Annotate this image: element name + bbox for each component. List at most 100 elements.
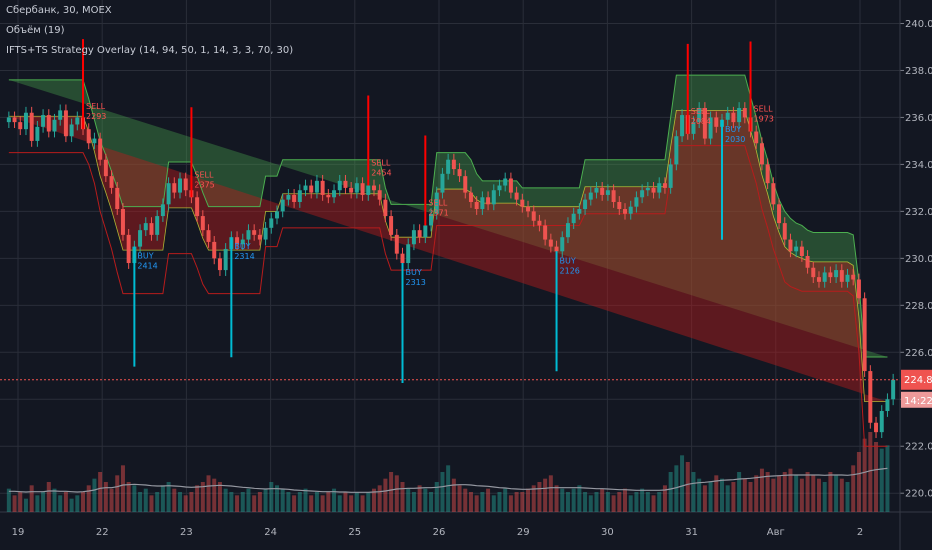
volume-bar [12,495,17,512]
candle-body [868,371,873,423]
volume-bar [617,492,622,512]
volume-bar [143,488,148,512]
candle-body [668,164,673,188]
candle-body [697,108,702,123]
candle-body [417,230,422,238]
buy-value: 2414 [137,262,157,271]
volume-bar [782,472,787,512]
candle-body [217,258,222,271]
legend-symbol[interactable]: Сбербанк, 30, MOEX [6,5,112,16]
candle-body [195,197,200,217]
volume-bar [851,465,856,512]
volume-bar [434,482,439,512]
candle-body [856,279,861,299]
legend-strategy[interactable]: IFTS+TS Strategy Overlay (14, 94, 50, 1,… [6,45,294,56]
volume-bar [537,482,542,512]
candle-body [480,197,485,210]
legend-volume[interactable]: Объём (19) [6,25,65,36]
candle-body [771,183,776,205]
candle-body [805,256,810,268]
volume-bar [92,478,97,512]
sell-value: 2454 [371,169,391,178]
candle-body [457,169,462,177]
candle-body [286,194,291,200]
volume-bar [189,492,194,512]
volume-bar [389,472,394,512]
last-price-badge [901,369,932,390]
x-tick-label: 2 [857,527,863,538]
last-price-label: 224.83 [904,375,932,386]
candle-body [702,108,707,139]
volume-bar [885,445,890,512]
volume-bar [52,488,57,512]
candle-body [257,234,262,240]
volume-bar [571,488,576,512]
candle-body [303,185,308,191]
volume-bar [29,485,34,512]
volume-bar [35,495,40,512]
candle-body [600,187,605,195]
volume-bar [628,495,633,512]
volume-bar [503,488,508,512]
volume-bar [868,432,873,512]
x-tick-label: 31 [685,527,698,538]
candle-body [354,183,359,193]
volume-bar [354,492,359,512]
volume-bar [297,492,302,512]
volume-bar [383,478,388,512]
candle-body [126,234,131,264]
buy-value: 2126 [560,266,580,275]
volume-bar [526,488,531,512]
candle-body [406,244,411,264]
candle-body [731,112,736,123]
candle-body [240,239,245,245]
volume-bar [360,495,365,512]
candle-body [594,187,599,193]
candle-body [143,223,148,231]
candle-body [377,190,382,200]
buy-value: 2030 [725,135,745,144]
candle-body [565,223,570,238]
volume-bar [120,465,125,512]
candle-body [235,237,240,245]
volume-bar [58,495,63,512]
candle-body [862,298,867,372]
volume-bar [645,492,650,512]
volume-bar [309,495,314,512]
x-tick-label: 25 [348,527,361,538]
candle-body [269,218,274,228]
candle-body [794,246,799,252]
volume-bar [75,495,80,512]
volume-bar [491,495,496,512]
y-tick-label: 234.00 [905,160,932,171]
buy-label: BUY [137,252,153,261]
volume-bar [246,488,251,512]
volume-bar [18,492,23,512]
volume-bar [839,478,844,512]
volume-bar [685,462,690,512]
volume-bar [429,492,434,512]
volume-bar [81,492,86,512]
volume-bar [828,472,833,512]
candle-body [86,129,91,144]
volume-bar [657,492,662,512]
volume-bar [366,492,371,512]
candle-body [389,216,394,235]
volume-bar [195,485,200,512]
volume-bar [235,495,240,512]
volume-bar [845,482,850,512]
volume-ma-line [8,467,888,493]
volume-bar [349,495,354,512]
candle-body [560,237,565,252]
volume-bar [531,485,536,512]
candle-body [383,199,388,217]
candle-body [446,159,451,174]
candle-body [149,223,154,235]
volume-bar [41,492,46,512]
lower-band-line [8,145,888,447]
volume-bar [680,455,685,512]
candle-body [634,197,639,207]
volume-bar [240,492,245,512]
